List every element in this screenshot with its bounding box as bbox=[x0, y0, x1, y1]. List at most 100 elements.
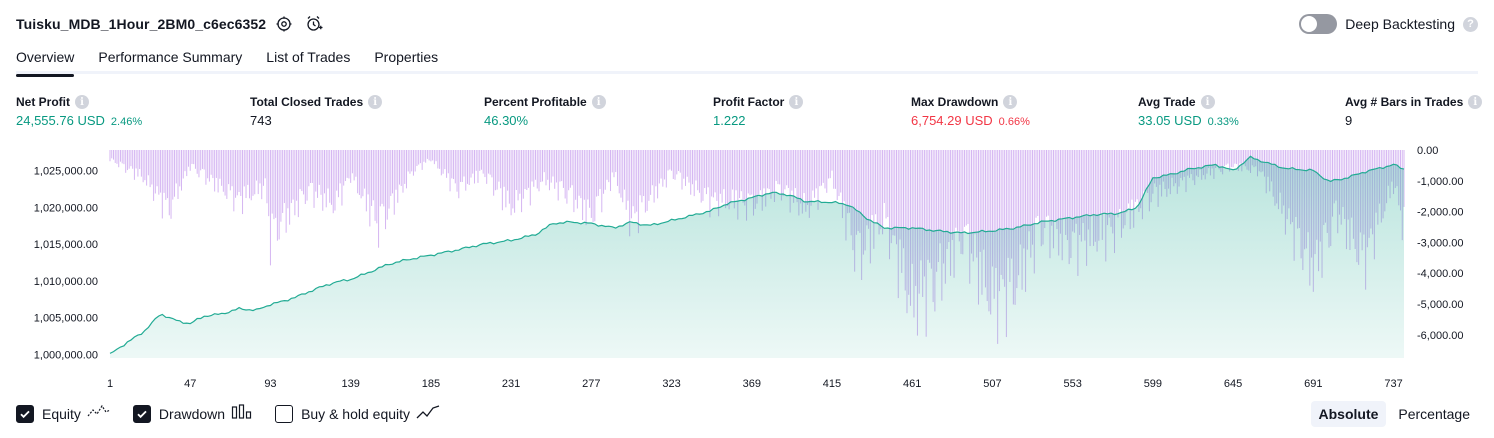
add-alert-icon[interactable] bbox=[302, 12, 326, 36]
drawdown-bar bbox=[1218, 150, 1220, 170]
metric-percent: 0.66% bbox=[998, 116, 1030, 128]
drawdown-bar bbox=[885, 150, 887, 219]
drawdown-bars-icon bbox=[231, 403, 253, 425]
drawdown-bar bbox=[1061, 150, 1063, 261]
drawdown-bar bbox=[737, 150, 739, 220]
info-icon[interactable]: i bbox=[1468, 95, 1483, 109]
info-icon[interactable]: i bbox=[368, 95, 383, 109]
drawdown-bar bbox=[1018, 150, 1020, 276]
metric-value: 46.30% bbox=[484, 113, 529, 128]
drawdown-bar bbox=[761, 150, 763, 211]
drawdown-bar bbox=[1232, 150, 1234, 168]
drawdown-bar bbox=[840, 150, 842, 193]
drawdown-bar bbox=[147, 150, 149, 176]
equity-checkbox[interactable] bbox=[16, 405, 34, 423]
drawdown-bar bbox=[496, 150, 498, 190]
drawdown-bar bbox=[948, 150, 950, 243]
drawdown-bar bbox=[589, 150, 591, 208]
metric-label: Net Profit bbox=[16, 95, 70, 109]
absolute-button[interactable]: Absolute bbox=[1310, 401, 1387, 427]
info-icon[interactable]: i bbox=[591, 95, 606, 109]
drawdown-bar bbox=[1241, 150, 1243, 172]
metric-max-drawdown: Max Drawdown i 6,754.29 USD 0.66% bbox=[911, 94, 1030, 131]
drawdown-bar bbox=[320, 150, 322, 195]
equity-series bbox=[109, 155, 1405, 358]
drawdown-bar bbox=[723, 150, 725, 190]
info-icon[interactable]: i bbox=[75, 95, 89, 109]
drawdown-bar bbox=[889, 150, 891, 260]
drawdown-checkbox[interactable] bbox=[132, 405, 151, 423]
drawdown-bar bbox=[212, 150, 214, 179]
deep-backtesting-toggle[interactable] bbox=[1299, 14, 1338, 34]
drawdown-bar bbox=[700, 150, 702, 203]
drawdown-bar bbox=[303, 150, 305, 195]
drawdown-bar bbox=[533, 150, 535, 187]
drawdown-bar bbox=[121, 150, 123, 164]
drawdown-bar bbox=[259, 150, 261, 184]
drawdown-bar bbox=[1105, 150, 1107, 262]
drawdown-bar bbox=[622, 150, 624, 203]
drawdown-bar bbox=[746, 150, 748, 221]
drawdown-bar bbox=[358, 150, 360, 195]
y-axis-tick-label: 1,020,000.00 bbox=[34, 202, 98, 214]
drawdown-bar bbox=[829, 150, 831, 179]
x-axis-tick-label: 461 bbox=[903, 378, 921, 390]
drawdown-bar bbox=[798, 150, 800, 216]
drawdown-bar bbox=[311, 150, 313, 183]
drawdown-bar bbox=[1262, 150, 1264, 172]
info-icon[interactable]: i bbox=[1003, 95, 1018, 109]
drawdown-bar bbox=[1168, 150, 1170, 189]
percentage-button[interactable]: Percentage bbox=[1398, 406, 1470, 422]
drawdown-bar bbox=[1237, 150, 1239, 171]
buy-hold-line-icon bbox=[416, 404, 440, 425]
help-icon[interactable]: ? bbox=[1463, 16, 1478, 32]
tab-properties[interactable]: Properties bbox=[374, 49, 439, 65]
metric-percent: 0.33% bbox=[1207, 116, 1239, 128]
drawdown-bar bbox=[297, 150, 299, 218]
gear-icon[interactable] bbox=[272, 12, 296, 36]
info-icon[interactable]: i bbox=[789, 95, 804, 109]
drawdown-bar bbox=[1077, 150, 1079, 276]
drawdown-bar bbox=[1115, 150, 1117, 214]
drawdown-bar bbox=[236, 150, 238, 196]
drawdown-bar bbox=[135, 150, 137, 169]
drawdown-bar bbox=[618, 150, 620, 194]
drawdown-bar bbox=[1066, 150, 1068, 241]
drawdown-bar bbox=[625, 150, 627, 210]
drawdown-axis-tick-label: -4,000.00 bbox=[1417, 268, 1463, 280]
legend-buy-hold-equity[interactable]: Buy & hold equity bbox=[275, 404, 440, 425]
drawdown-bar bbox=[310, 150, 312, 183]
drawdown-bar bbox=[1143, 150, 1145, 192]
drawdown-bar bbox=[747, 150, 749, 194]
legend-equity[interactable]: Equity bbox=[16, 404, 111, 425]
drawdown-bar bbox=[531, 150, 533, 182]
legend-drawdown[interactable]: Drawdown bbox=[132, 403, 253, 425]
drawdown-bar bbox=[559, 150, 561, 182]
drawdown-bar bbox=[179, 150, 181, 187]
drawdown-bar bbox=[519, 150, 521, 194]
drawdown-bar bbox=[1187, 150, 1189, 176]
drawdown-bar bbox=[191, 150, 193, 164]
drawdown-bar bbox=[304, 150, 306, 205]
drawdown-bar bbox=[944, 150, 946, 284]
drawdown-bar bbox=[341, 150, 343, 206]
drawdown-bar bbox=[538, 150, 540, 192]
drawdown-bar bbox=[601, 150, 603, 213]
drawdown-bar bbox=[116, 150, 118, 164]
x-axis-tick-label: 691 bbox=[1304, 378, 1322, 390]
drawdown-bar bbox=[1044, 150, 1046, 229]
drawdown-bar bbox=[981, 150, 983, 295]
equity-drawdown-chart[interactable]: 1,000,000.00 1,005,000.00 1,010,000.00 1,01… bbox=[0, 140, 1494, 396]
drawdown-bar bbox=[1094, 150, 1096, 242]
buy-hold-checkbox[interactable] bbox=[275, 405, 294, 423]
drawdown-bar bbox=[716, 150, 718, 201]
tab-overview[interactable]: Overview bbox=[16, 46, 75, 77]
info-icon[interactable]: i bbox=[1200, 95, 1215, 109]
drawdown-bar bbox=[1016, 150, 1018, 289]
drawdown-bar bbox=[789, 150, 791, 213]
tab-performance-summary[interactable]: Performance Summary bbox=[98, 49, 243, 65]
drawdown-bar bbox=[693, 150, 695, 197]
drawdown-bar bbox=[1119, 150, 1121, 209]
drawdown-bar bbox=[800, 150, 802, 204]
tab-list-of-trades[interactable]: List of Trades bbox=[266, 49, 351, 65]
